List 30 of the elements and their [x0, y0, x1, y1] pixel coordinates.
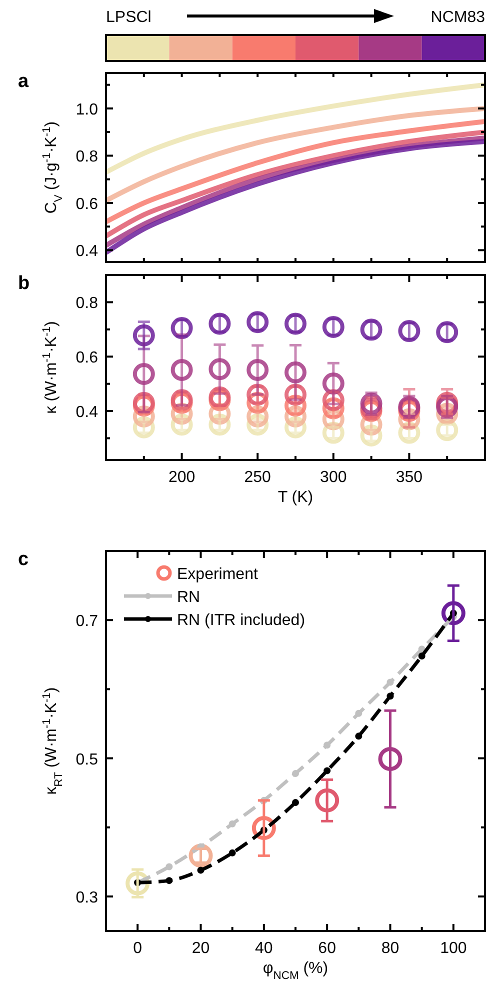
x-tick-label: 300 [320, 469, 347, 486]
y-tick-label: 0.3 [76, 889, 98, 906]
legend-label: RN (ITR included) [177, 612, 306, 629]
x-tick-label: 100 [440, 940, 467, 957]
legend-label: Experiment [177, 566, 258, 583]
x-axis-title: T (K) [278, 489, 314, 506]
x-tick-label: 200 [168, 469, 196, 486]
y-tick-label: 0.8 [76, 148, 98, 166]
text: LPSCl [106, 9, 152, 26]
y-tick-label: 0.4 [76, 243, 98, 260]
text: NCM83 [430, 9, 486, 26]
y-tick-label: 0.8 [76, 295, 98, 312]
chart-title: a [18, 71, 29, 92]
x-tick-label: 60 [318, 940, 336, 957]
legend-label: RN [177, 589, 200, 606]
chart-title: b [18, 273, 30, 294]
x-tick-label: 0 [133, 940, 142, 957]
x-tick-label: 20 [192, 940, 210, 957]
x-tick-label: 350 [396, 469, 423, 486]
x-tick-label: 80 [381, 940, 400, 957]
x-tick-label: 40 [255, 940, 273, 957]
y-tick-label: 1.0 [76, 101, 98, 118]
y-tick-label: 0.7 [76, 613, 98, 630]
y-tick-label: 0.5 [76, 751, 98, 768]
y-tick-label: 0.6 [76, 350, 98, 367]
y-tick-label: 0.4 [76, 404, 98, 422]
x-axis-title: φ$_{NCM}$ (%) [262, 960, 328, 982]
chart-title: c [18, 549, 29, 570]
x-tick-label: 250 [244, 469, 272, 486]
y-tick-label: 0.6 [76, 196, 98, 213]
